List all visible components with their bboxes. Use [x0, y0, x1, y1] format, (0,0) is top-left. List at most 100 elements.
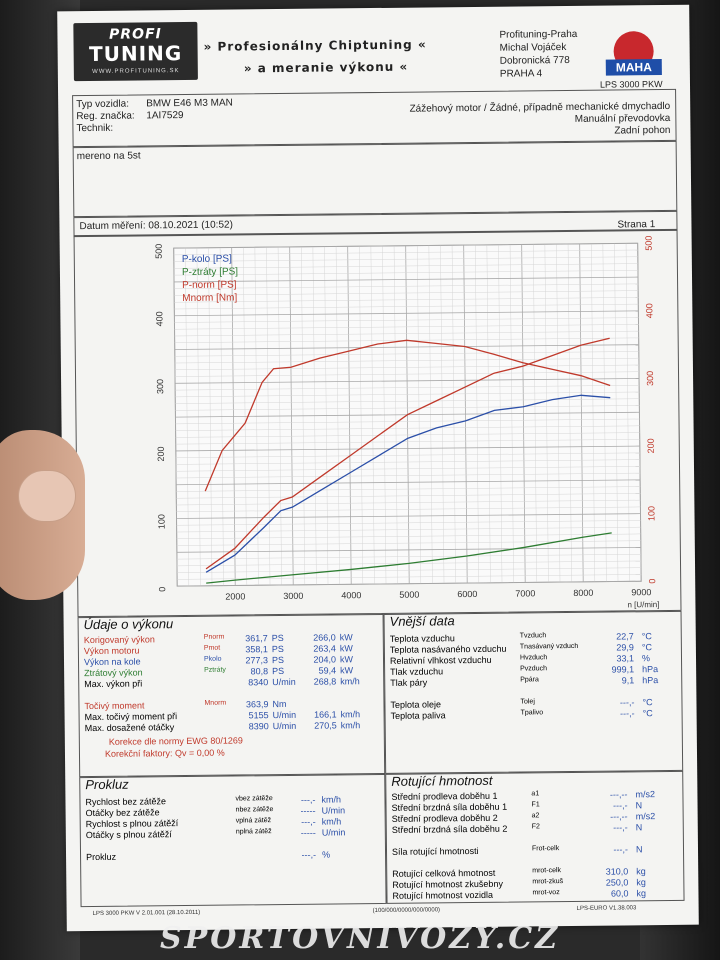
grid-line-h: [176, 493, 641, 499]
vykon-label: Točivý moment: [84, 700, 145, 712]
rotujici-unit: kg: [636, 877, 646, 888]
rotujici-unit: kg: [636, 866, 646, 877]
header-line2: » a meranie výkonu «: [243, 59, 409, 76]
prokluz-symbol: vplná zátěž: [235, 817, 272, 825]
grid-line-h: [176, 513, 641, 519]
legend-entry: P-ztráty [PS]: [182, 266, 238, 278]
prokluz-unit: km/h: [321, 816, 342, 827]
grid-line-h: [176, 540, 641, 546]
vnejsi-value: 22,7: [616, 631, 634, 642]
vnejsi-label: Teplota oleje: [390, 699, 442, 710]
vnejsi-label: Teplota nasávaného vzduchu: [389, 643, 507, 655]
rotujici-unit: kg: [636, 888, 647, 899]
grid-line-h: [174, 297, 639, 303]
grid-line-h: [176, 506, 641, 513]
vykon-value2: 263,4: [313, 643, 336, 654]
note-text: mereno na 5st: [76, 150, 141, 163]
grid-line-h: [176, 520, 641, 526]
rotujici-symbol: F1: [531, 801, 540, 809]
vnejsi-value: 999,1: [611, 664, 635, 675]
prokluz-unit: km/h: [321, 794, 342, 805]
prokluz-symbol: nbez zátěže: [235, 806, 274, 814]
grid-line-h: [175, 391, 640, 398]
vykon-symbol: Pkolo: [203, 655, 222, 663]
vykon-value1: 363,9: [245, 699, 269, 710]
header-line1: » Profesionálny Chiptuning «: [203, 37, 427, 54]
vykon-label: Max. výkon při: [84, 678, 143, 690]
grid-line-h: [176, 472, 641, 479]
grid-line-h: [176, 547, 641, 553]
vykon-unit1: U/min: [272, 709, 297, 721]
dyno-report-sheet: PROFI TUNING WWW.PROFITUNING.SK » Profes…: [57, 4, 699, 932]
thumbnail: [18, 470, 76, 522]
y-left-tick-label: 400: [154, 311, 164, 326]
vykon-value2: 268,8: [313, 676, 337, 687]
rotujici-unit: N: [635, 800, 643, 811]
reg-value: 1AI7529: [146, 110, 184, 122]
grid-line-h: [174, 330, 639, 337]
rotujici-table: Střední prodleva doběhu 1 a1 ---,-- m/s2 Stř…: [391, 789, 678, 902]
reg-label: Reg. značka:: [76, 110, 135, 123]
grid-line-h: [175, 378, 640, 384]
legend-entry: Mnorm [Nm]: [182, 292, 237, 304]
address-block: Profituning-Praha Michal Vojáček Dobronick…: [499, 28, 578, 80]
rotujici-symbol: a1: [531, 790, 540, 798]
footer-left: LPS 3000 PKW V 2.01.001 (28.10.2011): [92, 909, 201, 918]
rotujici-value: ---,-: [613, 844, 629, 855]
rotujici-label: Síla rotující hmotnosti: [391, 845, 479, 857]
vykon-unit2: km/h: [340, 676, 360, 687]
grid-line-h: [176, 553, 641, 560]
rotujici-title: Rotující hmotnost: [391, 772, 493, 789]
grid-line-h: [177, 567, 642, 573]
grid-line-h: [175, 445, 640, 452]
vnejsi-unit: hPa: [642, 664, 659, 675]
rotujici-unit: N: [635, 844, 643, 855]
grid-line-h: [174, 283, 639, 289]
vehicle-type-label: Typ vozidla:: [76, 98, 130, 111]
logo-url: WWW.PROFITUNING.SK: [92, 68, 180, 75]
vnejsi-symbol: Hvzduch: [519, 654, 548, 662]
series-line-2: [205, 337, 610, 570]
prokluz-symbol: nplná zátěž: [235, 828, 272, 836]
x-axis-label: n [U/min]: [627, 600, 659, 609]
vnejsi-label: Teplota vzduchu: [389, 633, 455, 644]
vnejsi-unit: °C: [642, 697, 653, 708]
vykon-value2: 270,5: [314, 720, 337, 731]
y-left-tick-label: 300: [155, 379, 165, 394]
grid-line-h: [175, 418, 640, 425]
grid-line-h: [175, 405, 640, 411]
vnejsi-unit: hPa: [642, 675, 659, 686]
x-tick-label: 5000: [399, 590, 419, 600]
vnejsi-value: ---,-: [619, 697, 635, 708]
grid-line-h: [174, 324, 639, 330]
grid-line-h: [174, 357, 639, 364]
vykon-unit1: Nm: [272, 698, 287, 710]
rotujici-label: Střední brzdná síla doběhu 2: [391, 823, 508, 835]
vnejsi-label: Tlak páry: [390, 677, 428, 688]
grid-line-h: [176, 466, 640, 472]
rotujici-label: Rotující celková hmotnost: [392, 867, 496, 879]
vykon-unit2: km/h: [340, 720, 361, 731]
logo-line2: TUNING: [88, 41, 183, 67]
vykon-unit1: PS: [271, 643, 284, 655]
vykon-label: Ztrátový výkon: [84, 667, 143, 679]
vykon-value1: 8390: [248, 721, 269, 732]
y-left-tick-label: 500: [154, 244, 164, 259]
vykon-unit1: PS: [271, 654, 285, 666]
y-left-tick-label: 0: [157, 587, 167, 592]
vykon-value1: 8340: [248, 677, 269, 688]
vykon-unit1: U/min: [272, 676, 296, 688]
x-tick-label: 7000: [515, 588, 535, 598]
vnejsi-symbol: Pvzduch: [520, 665, 548, 673]
rotujici-symbol: mrot-celk: [532, 867, 562, 875]
prokluz-value: ---,-: [300, 794, 316, 805]
vykon-table: Korigovaný výkon Pnorm 361,7 PS 266,0 kW Výkon…: [84, 632, 381, 734]
rotujici-symbol: a2: [531, 812, 540, 820]
vykon-value2: 266,0: [313, 632, 336, 643]
norm-text: Korekce dle normy EWG 80/1269: [108, 735, 243, 747]
vykon-title: Údaje o výkonu: [83, 616, 174, 633]
vnejsi-title: Vnější data: [389, 613, 455, 629]
vnejsi-unit: °C: [642, 708, 653, 719]
prokluz-unit: %: [321, 849, 331, 860]
